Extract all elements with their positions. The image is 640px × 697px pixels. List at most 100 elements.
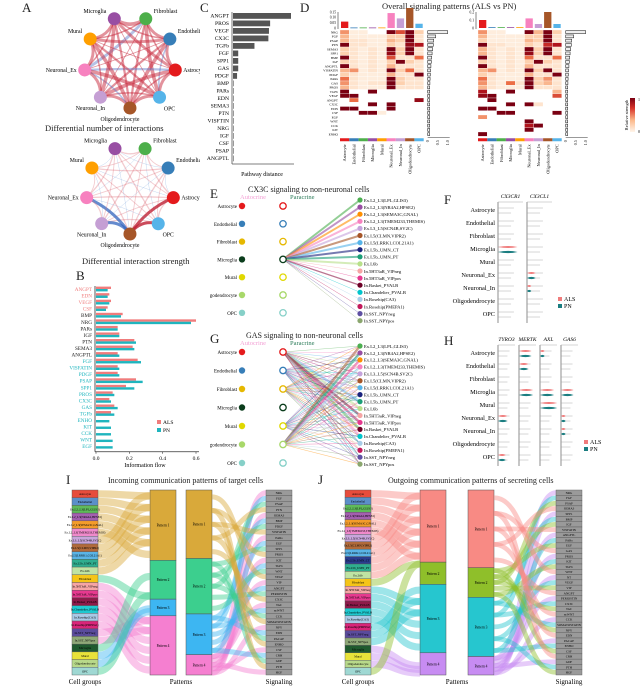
violin-als [519, 350, 532, 352]
row-total-tick: 0 [425, 140, 430, 142]
flow-pattern-to-signal [211, 591, 267, 600]
heat-cell [552, 34, 562, 39]
row-label: FGF [332, 35, 338, 39]
heat-cell [395, 106, 406, 111]
heat-cell [552, 127, 562, 133]
row-total-bar [427, 89, 430, 94]
heat-cell [395, 42, 406, 48]
autocrine-node-mural [279, 422, 287, 430]
autocrine-node-endothelial [279, 366, 287, 375]
bar-pn [96, 400, 111, 403]
heat-cell [367, 34, 378, 39]
row-label: Astrocyte [471, 350, 496, 357]
heat-cell [533, 110, 544, 116]
pattern-right-label: Pattern 4 [193, 663, 206, 667]
top-axis-tick: 0 [334, 26, 336, 30]
row-total-bar [427, 51, 433, 56]
flow-pattern-to-signal [493, 659, 557, 669]
edge [282, 213, 361, 261]
heat-cell [404, 119, 415, 124]
row-label: Microglia [470, 389, 495, 396]
heat-cell [542, 46, 553, 52]
row-label: NRG [331, 30, 339, 34]
source-node-endothelial [238, 367, 246, 374]
heat-cell [395, 93, 406, 99]
heat-cell [505, 80, 516, 86]
node-label-opc: OPC [163, 233, 174, 239]
heat-cell [533, 68, 544, 73]
source-label: Endothelial [214, 223, 238, 228]
heat-cell [386, 59, 396, 65]
heat-cell [505, 29, 516, 35]
edge [282, 422, 361, 445]
heat-cell [367, 68, 378, 73]
top-axis-tick: 0.10 [330, 16, 336, 20]
x-tick-label: 0.0 [93, 456, 100, 462]
heat-cell [404, 59, 415, 65]
heat-cell [339, 55, 350, 60]
heat-cell [358, 34, 369, 39]
signaling-label: SOMATOSTATIN [267, 620, 291, 624]
node-oligodendrocyte [123, 101, 137, 115]
cell-group-label: In.5HT3aR_VIPpos [73, 592, 99, 596]
heat-cell [477, 38, 488, 43]
target-label: Ex.L2_L3(SEMA3C,GNAL) [364, 212, 418, 218]
target-node [357, 318, 363, 324]
flow-pattern-to-signal [211, 563, 267, 645]
heat-cell [395, 76, 406, 82]
heat-cell [386, 110, 396, 116]
flow-cell-to-pattern [97, 492, 151, 544]
cell-group-label: Ex.L2_L3(LPL,GLIS3) [70, 507, 99, 512]
heat-cell [395, 29, 406, 35]
panel-label-f: F [444, 192, 452, 207]
heat-cell [496, 34, 507, 39]
heat-cell [358, 76, 369, 82]
row-label: PARs [330, 77, 338, 81]
row-label: PTN [332, 43, 339, 47]
autocrine-node-astrocyte [279, 348, 287, 356]
heat-cell [487, 102, 497, 107]
row-total-bar [565, 85, 569, 90]
edge [282, 258, 361, 286]
edge [282, 380, 361, 445]
heat-cell [552, 106, 562, 111]
violin-pn [498, 458, 506, 462]
heat-cell [515, 106, 525, 111]
heat-cell [414, 63, 424, 69]
heat-cell [339, 127, 350, 133]
source-label: Fibroblast [217, 388, 238, 393]
flow-cell-to-pattern [370, 490, 421, 500]
category-label: CX3C [79, 398, 93, 404]
violin-als [540, 402, 558, 404]
top-axis-tick: 0 [472, 26, 474, 30]
panel-i-alluvial: Pattern 1 Pattern 2 Pattern 3 Pattern 4 Patt… [65, 489, 293, 686]
category-label: ANGPTL [72, 353, 92, 359]
heat-cell [414, 34, 424, 39]
heat-cell [414, 110, 424, 116]
heat-cell [395, 97, 406, 103]
flow-cell-to-pattern [370, 492, 421, 542]
cell-group-label: In.Chandelier_PVALB [344, 610, 372, 614]
flow-pattern-to-signal [493, 521, 557, 579]
node-label-oligodendrocyte: Oligodendrocyte [100, 117, 139, 123]
target-node [357, 225, 363, 231]
edge [282, 408, 361, 445]
row-label: Endothelial [466, 220, 495, 227]
source-label: Mural [225, 425, 238, 430]
heat-cell [496, 68, 507, 73]
bar-pn [96, 302, 110, 305]
column-label: Oligodendrocyte [407, 144, 412, 174]
flow-pattern-to-signal [211, 615, 267, 636]
edge [282, 351, 361, 368]
column-label: Neuronal_In [398, 143, 403, 166]
network-edge [129, 148, 146, 235]
flow-pattern-to-signal [493, 557, 557, 596]
heat-cell [386, 38, 396, 43]
heat-cell [358, 119, 369, 124]
target-node [357, 247, 363, 253]
row-label: EGF [332, 115, 339, 119]
signaling-label: PSAP [275, 502, 283, 506]
axis-label-signaling: Signaling [266, 678, 293, 686]
bar-pn [96, 439, 113, 443]
cell-group-label: Ex.L5b_UMN_PT [346, 566, 369, 570]
